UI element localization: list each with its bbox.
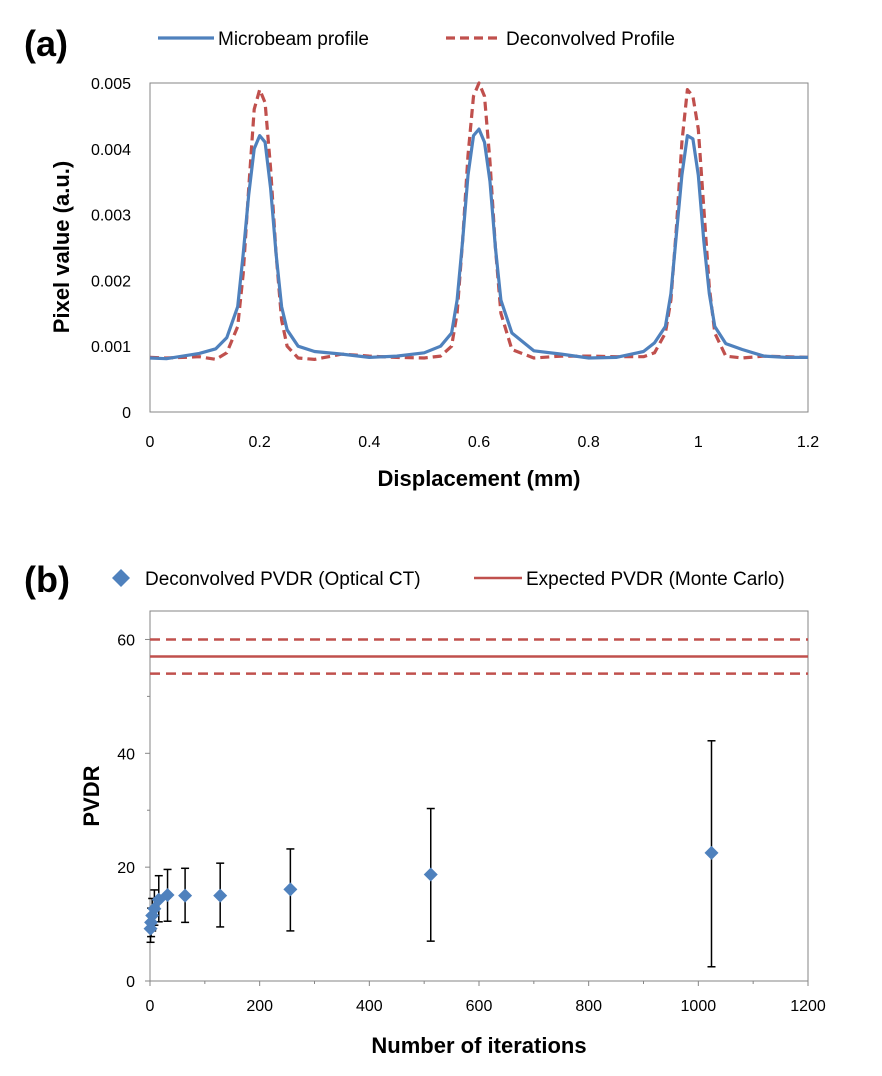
data-point-diamond xyxy=(213,888,228,903)
x-tick-label-b: 600 xyxy=(466,998,493,1015)
x-tick-label-b: 800 xyxy=(575,998,602,1015)
x-tick-label-b: 0 xyxy=(146,998,155,1015)
y-tick-label-b: 60 xyxy=(117,632,135,649)
legend-b-series-1-label: Deconvolved PVDR (Optical CT) xyxy=(145,569,421,590)
data-point-diamond xyxy=(178,888,193,903)
plot-area-b xyxy=(149,610,809,982)
legend-a-series-1-label: Microbeam profile xyxy=(218,29,369,50)
y-axis-title-a: Pixel value (a.u.) xyxy=(49,161,74,333)
x-axis-title-b: Number of iterations xyxy=(371,1033,586,1058)
legend-b-series-1-swatch xyxy=(112,569,130,587)
y-axis-title-b: PVDR xyxy=(79,765,104,826)
y-tick-label-a: 0.003 xyxy=(91,208,131,225)
x-tick-label-a: 0.2 xyxy=(249,434,271,451)
x-tick-label-a: 0 xyxy=(146,434,155,451)
y-tick-label-a: 0.004 xyxy=(91,142,131,159)
panel-b-label: (b) xyxy=(24,559,70,600)
y-tick-label-a: 0.002 xyxy=(91,273,131,290)
data-point-diamond xyxy=(704,845,719,860)
y-tick-label-a: 0.005 xyxy=(91,76,131,93)
data-point-diamond xyxy=(423,867,438,882)
x-tick-label-b: 400 xyxy=(356,998,383,1015)
panel-a-label: (a) xyxy=(24,23,68,64)
legend-a-series-2-label: Deconvolved Profile xyxy=(506,29,675,50)
series-line-microbeam-profile xyxy=(149,127,808,361)
x-tick-label-a: 0.8 xyxy=(578,434,600,451)
x-tick-label-a: 0.4 xyxy=(358,434,380,451)
panel-a: (a) Microbeam profile Deconvolved Profil… xyxy=(24,23,819,491)
x-tick-label-b: 200 xyxy=(246,998,273,1015)
x-tick-label-a: 0.6 xyxy=(468,434,490,451)
x-tick-label-b: 1000 xyxy=(681,998,717,1015)
y-tick-label-a: 0.001 xyxy=(91,339,131,356)
x-axis-title-a: Displacement (mm) xyxy=(378,466,581,491)
y-tick-label-b: 0 xyxy=(126,974,135,991)
series-line-deconvolved-profile xyxy=(149,81,809,361)
x-tick-label-a: 1 xyxy=(694,434,703,451)
x-tick-label-b: 1200 xyxy=(790,998,826,1015)
ticks-a: 0 0.001 0.002 0.003 0.004 0.005 0 0.2 0.4 0.6 0.8 1… xyxy=(91,76,819,451)
series-a xyxy=(149,81,809,361)
y-tick-label-b: 20 xyxy=(117,860,135,877)
data-point-diamond xyxy=(283,882,298,897)
legend-b-series-2-label: Expected PVDR (Monte Carlo) xyxy=(526,569,785,590)
y-tick-label-a: 0 xyxy=(122,405,131,422)
data-point-diamond xyxy=(160,888,175,903)
x-tick-label-a: 1.2 xyxy=(797,434,819,451)
panel-b: (b) Deconvolved PVDR (Optical CT) Expect… xyxy=(24,559,826,1058)
series-b xyxy=(143,638,808,968)
y-tick-label-b: 40 xyxy=(117,746,135,763)
